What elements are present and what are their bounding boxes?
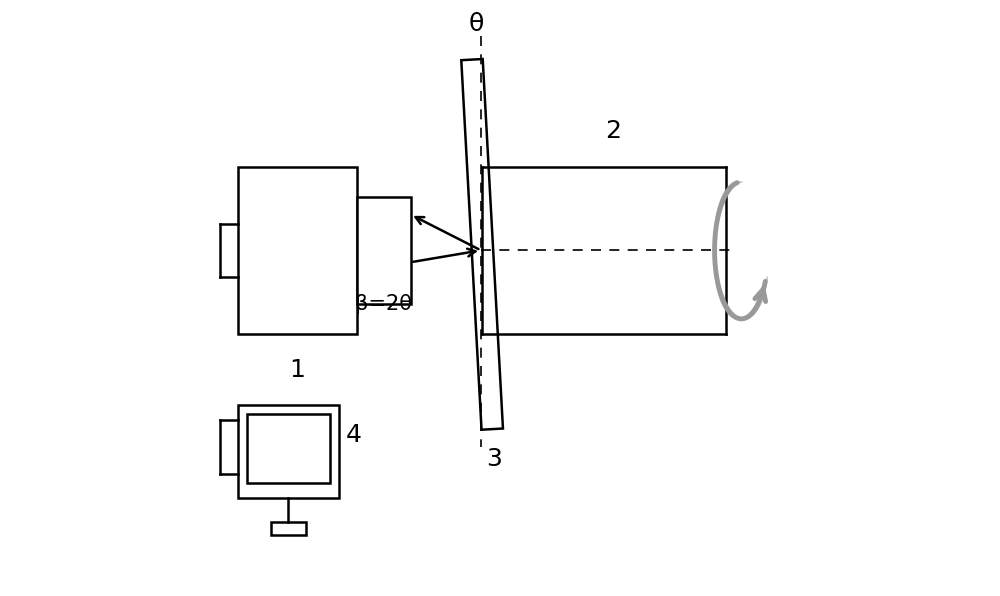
Text: 1: 1: [289, 358, 305, 381]
Text: 2: 2: [605, 119, 621, 143]
Text: β=2θ: β=2θ: [355, 294, 412, 314]
Bar: [238, 405, 339, 498]
Text: θ: θ: [469, 12, 484, 36]
Bar: [357, 197, 411, 304]
Bar: [247, 414, 330, 483]
Bar: [238, 167, 357, 334]
Text: 3: 3: [486, 447, 502, 471]
Bar: [271, 522, 306, 535]
Text: 4: 4: [346, 423, 362, 447]
Polygon shape: [461, 59, 503, 430]
